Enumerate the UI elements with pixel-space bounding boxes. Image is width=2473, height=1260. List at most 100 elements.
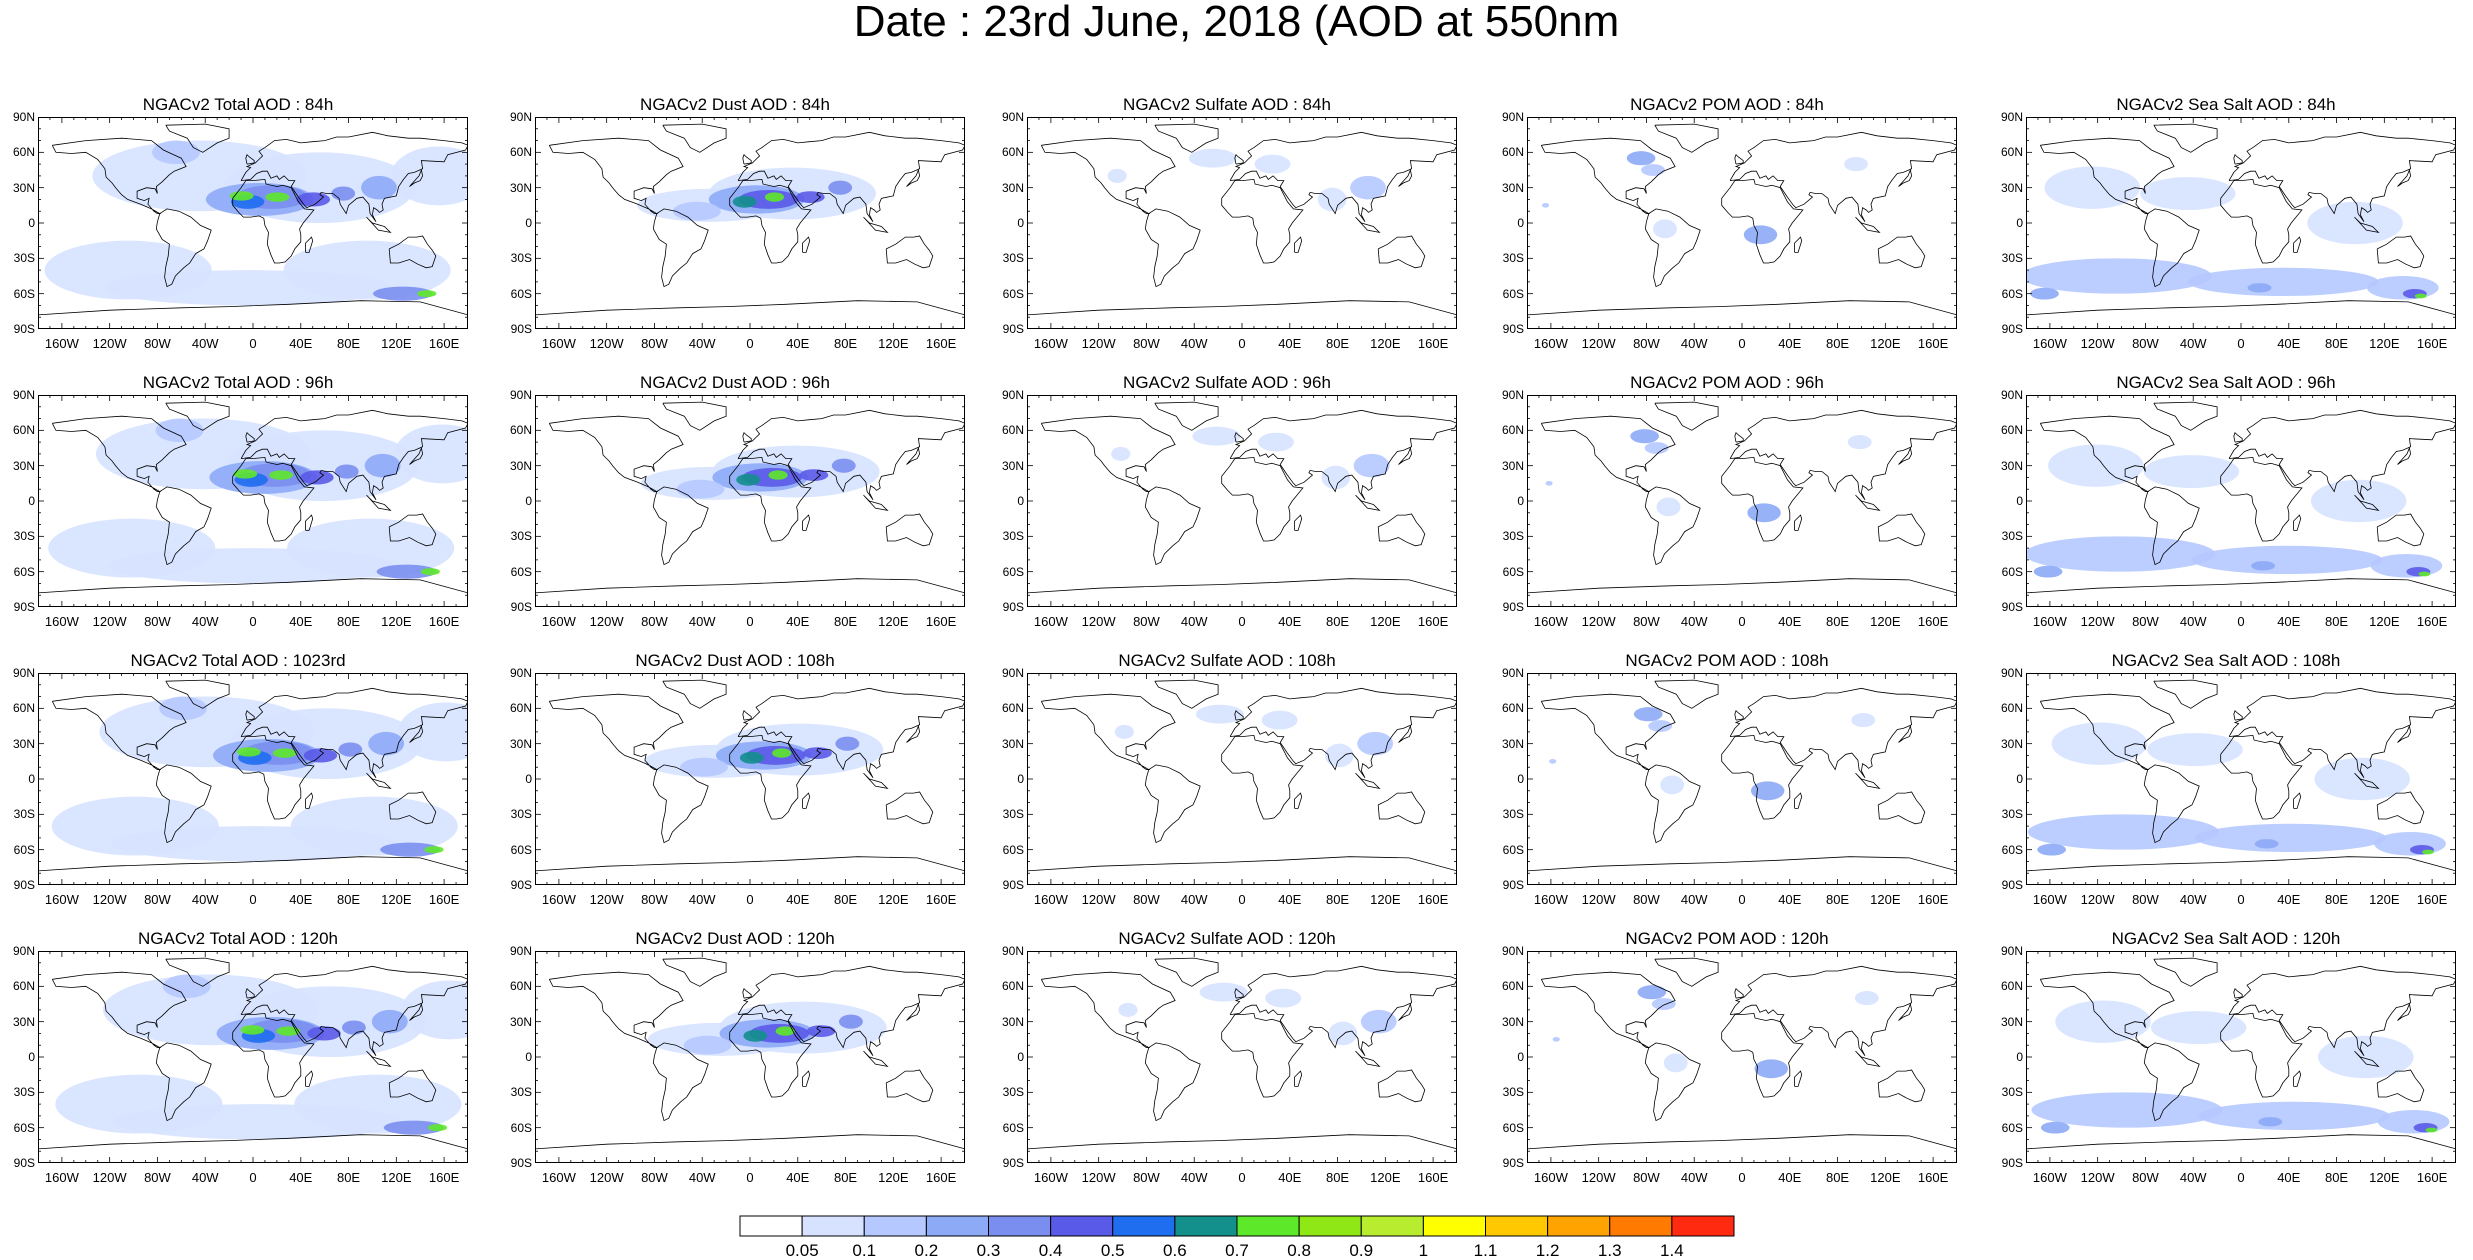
aerosol-region [1754,1059,1788,1079]
coastline [1294,792,1303,809]
lon-tick-label: 160W [541,336,576,351]
lat-tick-label: 30N [509,458,532,473]
lon-tick-label: 160E [1917,892,1949,907]
lat-tick-label: 90S [1002,600,1024,614]
lat-tick-label: 60N [1501,701,1524,716]
lat-tick-label: 60N [1001,145,1024,160]
coastline [2220,178,2303,264]
lat-tick-label: 30N [1501,458,1524,473]
map-panel: NGACv2 Sulfate AOD : 96h 90N 60N 30N 0 30S 60S… [992,373,1462,643]
aerosol-region [1552,1036,1560,1042]
coastline [1040,137,1176,214]
lon-tick-label: 160W [1033,336,1068,351]
lat-tick-label: 30N [1001,180,1024,195]
lat-tick-label: 60S [2001,564,2023,579]
aerosol-region [2425,1127,2438,1133]
coastline [38,1134,468,1150]
lat-tick-label: 30S [1002,529,1024,544]
coastline [1644,486,1701,566]
lat-tick-label: 30S [2001,1085,2023,1100]
coastline [906,446,921,465]
lon-tick-label: 160E [1917,336,1949,351]
lon-tick-label: 120W [2080,892,2115,907]
aerosol-region [276,1026,301,1036]
panel-title: NGACv2 POM AOD : 84h [1630,95,1824,114]
aerosol-field [2027,722,2446,856]
aerosol-region [2251,561,2276,571]
coastline [1721,178,1804,264]
map-panel: NGACv2 Sulfate AOD : 84h 90N 60N 30N 0 30S 60S… [992,95,1462,365]
coastline [1221,1012,1304,1098]
lat-tick-label: 60N [509,979,532,994]
coastline [885,791,934,825]
lon-tick-label: 40E [1778,892,1802,907]
lat-tick-label: 0 [28,216,35,230]
lon-tick-label: 160E [2416,614,2448,629]
coastline [2376,513,2425,547]
lon-tick-label: 120W [1581,1170,1616,1185]
lon-tick-label: 160W [1033,614,1068,629]
coastline [232,1012,315,1098]
panel-title: NGACv2 Dust AOD : 120h [635,929,835,948]
aerosol-region [732,195,757,208]
aerosol-region [107,548,395,584]
lat-tick-label: 30S [2001,807,2023,822]
lon-tick-label: 160E [428,1170,460,1185]
colorbar-swatch [1547,1215,1611,1237]
coastline [1154,123,1219,153]
lon-tick-label: 120W [2080,336,2115,351]
aerosol-region [2314,757,2411,801]
lon-tick-label: 160W [541,892,576,907]
aerosol-region [1545,480,1553,486]
lon-tick-label: 40E [1778,614,1802,629]
aerosol-region [2051,722,2148,765]
aerosol-region [2055,1000,2151,1043]
coastline [2228,965,2456,1057]
coastline [51,415,187,492]
aerosol-region [331,186,356,201]
lat-tick-label: 30S [1002,1085,1024,1100]
coastline [1355,1050,1381,1068]
aerosol-region [1118,1002,1138,1017]
coastline [1898,168,1913,187]
aerosol-region [2414,293,2427,299]
colorbar-label: 1.4 [1660,1241,1684,1260]
coastline [1855,494,1881,512]
aerosol-field [1111,426,1390,490]
lat-tick-label: 0 [2016,494,2023,508]
coastline [1377,235,1426,269]
lon-tick-label: 40W [2179,892,2207,907]
coastline [155,208,212,288]
aod-map [2026,117,2456,329]
lon-tick-label: 160E [1417,614,1449,629]
lon-tick-label: 120E [2369,1170,2400,1185]
coastline [305,1070,314,1087]
lat-tick-label: 90N [2000,110,2023,124]
lat-tick-label: 60N [509,701,532,716]
aerosol-region [680,757,728,777]
map-panel: NGACv2 POM AOD : 96h 90N 60N 30N 0 30S 60S 90S 1… [1492,373,1962,643]
lon-tick-label: 160E [1917,614,1949,629]
page-title: Date : 23rd June, 2018 (AOD at 550nm [853,0,1620,46]
coastline [409,446,424,465]
aerosol-field [2031,1000,2450,1134]
lon-tick-label: 160W [44,892,79,907]
coastline [1540,693,1676,770]
colorbar-label: 0.2 [914,1241,939,1260]
aerosol-region [1651,998,1676,1010]
lat-tick-label: 30N [2000,736,2023,751]
lon-tick-label: 80W [1633,1170,1660,1185]
coastline [2153,957,2218,987]
lat-tick-label: 30N [12,180,35,195]
coastline [729,1012,812,1098]
lat-tick-label: 60S [1002,1120,1024,1135]
aerosol-region [828,180,853,195]
lon-tick-label: 0 [1738,892,1746,907]
lon-tick-label: 160W [1533,336,1568,351]
map-panel: NGACv2 Total AOD : 120h 90N 60N 30N 0 30S 60S 9… [3,929,473,1199]
coastline [742,153,752,165]
lat-tick-label: 30S [13,529,35,544]
aerosol-region [739,751,764,764]
lon-tick-label: 40E [786,614,810,629]
map-panel: NGACv2 Dust AOD : 108h 90N 60N 30N 0 30S 60S 90… [500,651,970,921]
